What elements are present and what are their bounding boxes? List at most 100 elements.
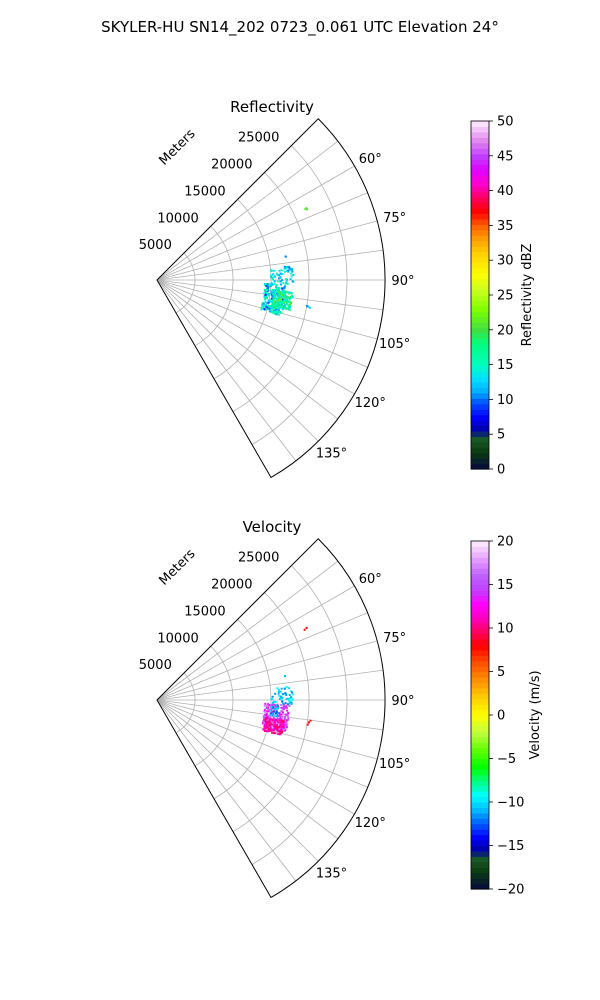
radar-gate xyxy=(273,728,276,731)
range-ring xyxy=(213,619,272,800)
colorbar-segment xyxy=(471,197,489,204)
radar-gate xyxy=(285,267,288,270)
colorbar-segment xyxy=(471,430,489,437)
radar-gate xyxy=(275,288,278,291)
colorbar-segment xyxy=(471,867,489,874)
radar-gate xyxy=(272,731,275,734)
colorbar-segment xyxy=(471,240,489,247)
radar-gate xyxy=(279,299,282,302)
radar-gate xyxy=(275,308,278,311)
radar-gate xyxy=(280,724,283,727)
radar-gate xyxy=(263,283,266,286)
radar-gate xyxy=(292,693,295,696)
radar-gate xyxy=(277,291,280,294)
radar-gate xyxy=(280,713,283,716)
radar-gate xyxy=(271,707,274,710)
colorbar-segment xyxy=(471,235,489,242)
radar-gate xyxy=(288,306,291,309)
radar-gate xyxy=(283,705,286,708)
radar-gate xyxy=(290,275,293,278)
radar-gate xyxy=(281,279,284,282)
radar-gate xyxy=(263,720,266,723)
radar-gate xyxy=(266,719,269,722)
radar-gate xyxy=(283,723,286,726)
radar-gate xyxy=(263,705,266,708)
colorbar-segment xyxy=(471,606,489,613)
radar-gate xyxy=(262,728,265,731)
radar-gate xyxy=(280,272,283,275)
radar-gate xyxy=(274,309,277,312)
radar-gate xyxy=(273,726,276,729)
colorbar-segment xyxy=(471,121,489,128)
radar-gate xyxy=(272,704,275,707)
radar-gate xyxy=(271,288,274,291)
colorbar-segment xyxy=(471,807,489,814)
colorbar-segment xyxy=(471,551,489,558)
radar-gate xyxy=(282,721,285,724)
radar-gate xyxy=(277,719,280,722)
radar-gate xyxy=(276,704,279,707)
radar-gate xyxy=(270,712,273,715)
radar-gate xyxy=(291,296,294,299)
radar-gate xyxy=(276,723,279,726)
radar-gate xyxy=(268,710,271,713)
radar-gate xyxy=(273,706,276,709)
radar-gate xyxy=(308,306,311,309)
radar-gate xyxy=(275,725,278,728)
radar-gate xyxy=(278,296,281,299)
radar-gate xyxy=(278,694,281,697)
radar-gate xyxy=(290,268,293,271)
colorbar-segment xyxy=(471,371,489,378)
radar-gate xyxy=(275,284,278,287)
radar-gate xyxy=(281,725,284,728)
radar-gate xyxy=(274,692,277,695)
colorbar-segment xyxy=(471,753,489,760)
radar-gate xyxy=(271,721,274,724)
radar-gate xyxy=(273,297,276,300)
colorbar-segment xyxy=(471,611,489,618)
azimuth-spoke xyxy=(156,560,339,701)
range-tick-label: 25000 xyxy=(238,131,279,146)
colorbar-segment xyxy=(471,376,489,383)
radar-gate xyxy=(287,718,290,721)
colorbar-segment xyxy=(471,861,489,868)
radar-gate xyxy=(277,287,280,290)
range-tick-label: 5000 xyxy=(139,658,172,673)
colorbar-segment xyxy=(471,333,489,340)
radar-gate xyxy=(281,711,284,714)
radar-gate xyxy=(278,729,281,732)
radar-gate xyxy=(270,707,273,710)
radar-gate xyxy=(280,296,283,299)
radar-gate xyxy=(281,302,284,305)
radar-gate xyxy=(286,723,289,726)
colorbar-segment xyxy=(471,300,489,307)
radar-gate xyxy=(287,715,290,718)
colorbar-segment xyxy=(471,617,489,624)
radar-gate xyxy=(270,723,273,726)
radar-gate xyxy=(283,267,286,270)
colorbar-segment xyxy=(471,644,489,651)
radar-gate xyxy=(264,729,267,732)
radar-gate xyxy=(270,276,273,279)
radar-gate xyxy=(287,269,290,272)
radar-gate xyxy=(275,710,278,713)
colorbar-segment xyxy=(471,791,489,798)
radar-gate xyxy=(284,299,287,302)
radar-gate xyxy=(271,311,274,314)
radar-gate xyxy=(287,305,290,308)
radar-gate xyxy=(278,307,281,310)
radar-gate xyxy=(287,308,290,311)
azimuth-tick-label: 105° xyxy=(379,757,410,772)
azimuth-spoke xyxy=(156,165,355,281)
radar-gate xyxy=(264,711,267,714)
radar-gate xyxy=(281,713,284,716)
radar-gate xyxy=(270,305,273,308)
colorbar-segment xyxy=(471,704,489,711)
radar-gate xyxy=(290,702,293,705)
radar-gate xyxy=(272,293,275,296)
radar-gate xyxy=(271,306,274,309)
radar-gate xyxy=(270,289,273,292)
colorbar-segment xyxy=(471,278,489,285)
radar-gate xyxy=(286,282,289,285)
